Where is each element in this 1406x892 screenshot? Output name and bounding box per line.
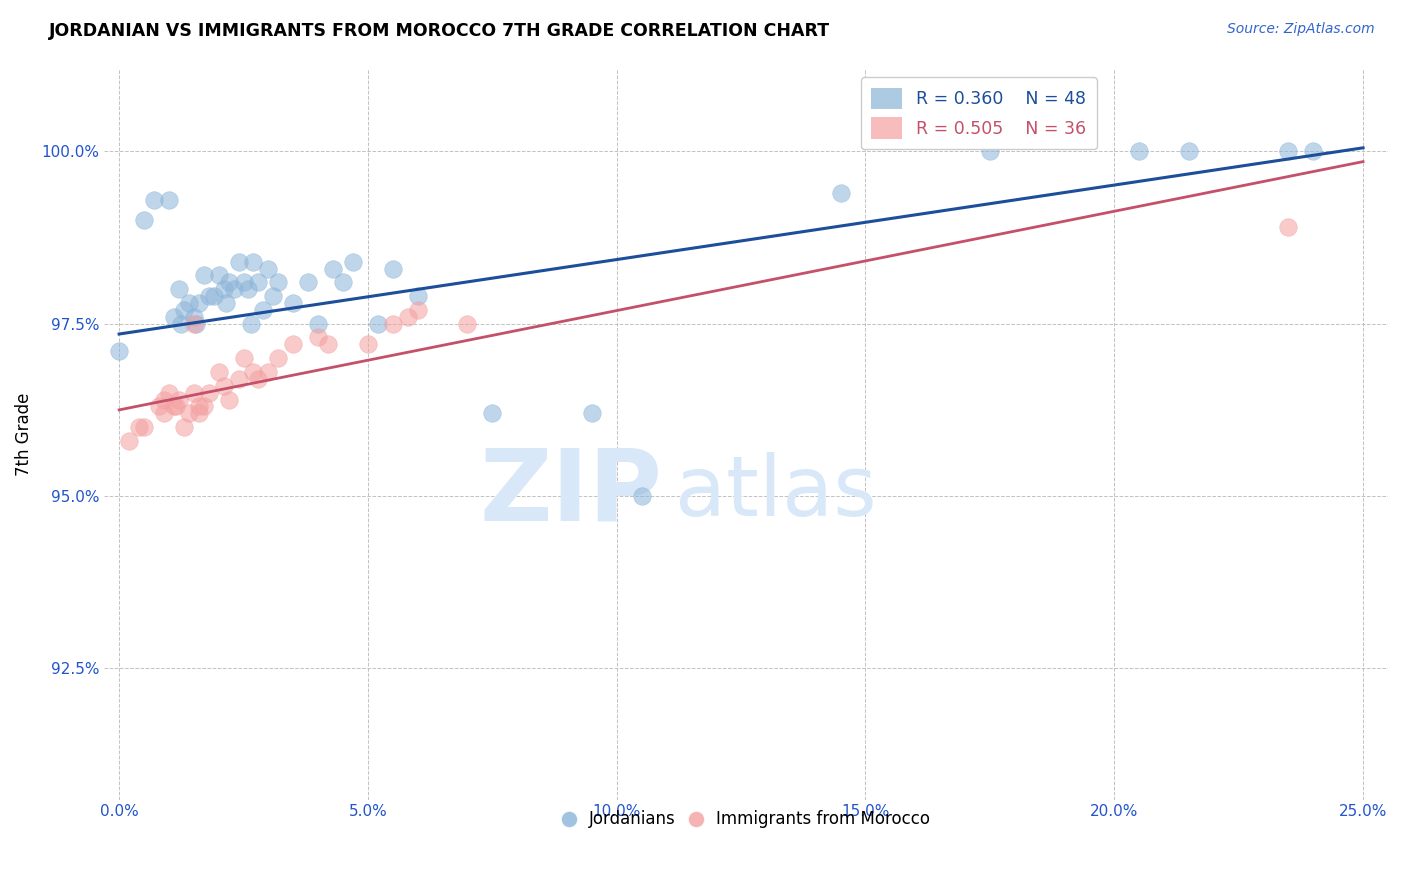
Point: [242, 365, 264, 379]
Point: [148, 400, 170, 414]
Point: [177, 296, 200, 310]
Point: [257, 261, 280, 276]
Point: [215, 296, 238, 310]
Point: [456, 317, 478, 331]
Point: [267, 351, 290, 366]
Point: [830, 186, 852, 200]
Point: [297, 275, 319, 289]
Point: [979, 145, 1001, 159]
Point: [381, 317, 404, 331]
Point: [218, 392, 240, 407]
Point: [406, 302, 429, 317]
Point: [381, 261, 404, 276]
Point: [187, 406, 209, 420]
Point: [187, 400, 209, 414]
Point: [165, 400, 187, 414]
Point: [322, 261, 344, 276]
Point: [307, 330, 329, 344]
Y-axis label: 7th Grade: 7th Grade: [15, 392, 32, 475]
Point: [228, 254, 250, 268]
Point: [186, 317, 208, 331]
Point: [283, 296, 305, 310]
Point: [157, 193, 180, 207]
Point: [1302, 145, 1324, 159]
Point: [173, 302, 195, 317]
Point: [153, 392, 176, 407]
Point: [173, 420, 195, 434]
Point: [177, 406, 200, 420]
Point: [332, 275, 354, 289]
Point: [307, 317, 329, 331]
Point: [232, 351, 254, 366]
Point: [228, 372, 250, 386]
Point: [212, 378, 235, 392]
Point: [406, 289, 429, 303]
Point: [247, 372, 270, 386]
Point: [183, 317, 205, 331]
Point: [238, 282, 260, 296]
Text: JORDANIAN VS IMMIGRANTS FROM MOROCCO 7TH GRADE CORRELATION CHART: JORDANIAN VS IMMIGRANTS FROM MOROCCO 7TH…: [49, 22, 831, 40]
Point: [212, 282, 235, 296]
Text: Source: ZipAtlas.com: Source: ZipAtlas.com: [1227, 22, 1375, 37]
Point: [163, 400, 186, 414]
Point: [247, 275, 270, 289]
Point: [183, 310, 205, 324]
Point: [193, 400, 215, 414]
Point: [262, 289, 284, 303]
Point: [218, 275, 240, 289]
Point: [167, 282, 190, 296]
Point: [183, 385, 205, 400]
Point: [132, 420, 155, 434]
Text: atlas: atlas: [675, 452, 877, 533]
Point: [187, 296, 209, 310]
Point: [108, 344, 131, 359]
Point: [157, 385, 180, 400]
Text: ZIP: ZIP: [479, 444, 662, 541]
Point: [132, 213, 155, 227]
Point: [167, 392, 190, 407]
Point: [1277, 220, 1299, 235]
Point: [118, 434, 141, 448]
Point: [316, 337, 339, 351]
Point: [202, 289, 225, 303]
Point: [170, 317, 193, 331]
Point: [197, 289, 219, 303]
Legend: Jordanians, Immigrants from Morocco: Jordanians, Immigrants from Morocco: [555, 804, 936, 835]
Point: [128, 420, 150, 434]
Point: [367, 317, 389, 331]
Point: [242, 254, 264, 268]
Point: [396, 310, 419, 324]
Point: [208, 268, 231, 283]
Point: [240, 317, 263, 331]
Point: [357, 337, 380, 351]
Point: [142, 193, 165, 207]
Point: [153, 406, 176, 420]
Point: [581, 406, 603, 420]
Point: [232, 275, 254, 289]
Point: [257, 365, 280, 379]
Point: [163, 310, 186, 324]
Point: [342, 254, 364, 268]
Point: [1178, 145, 1201, 159]
Point: [1128, 145, 1150, 159]
Point: [267, 275, 290, 289]
Point: [208, 365, 231, 379]
Point: [222, 282, 245, 296]
Point: [283, 337, 305, 351]
Point: [630, 489, 652, 503]
Point: [481, 406, 503, 420]
Point: [252, 302, 274, 317]
Point: [1277, 145, 1299, 159]
Point: [197, 385, 219, 400]
Point: [193, 268, 215, 283]
